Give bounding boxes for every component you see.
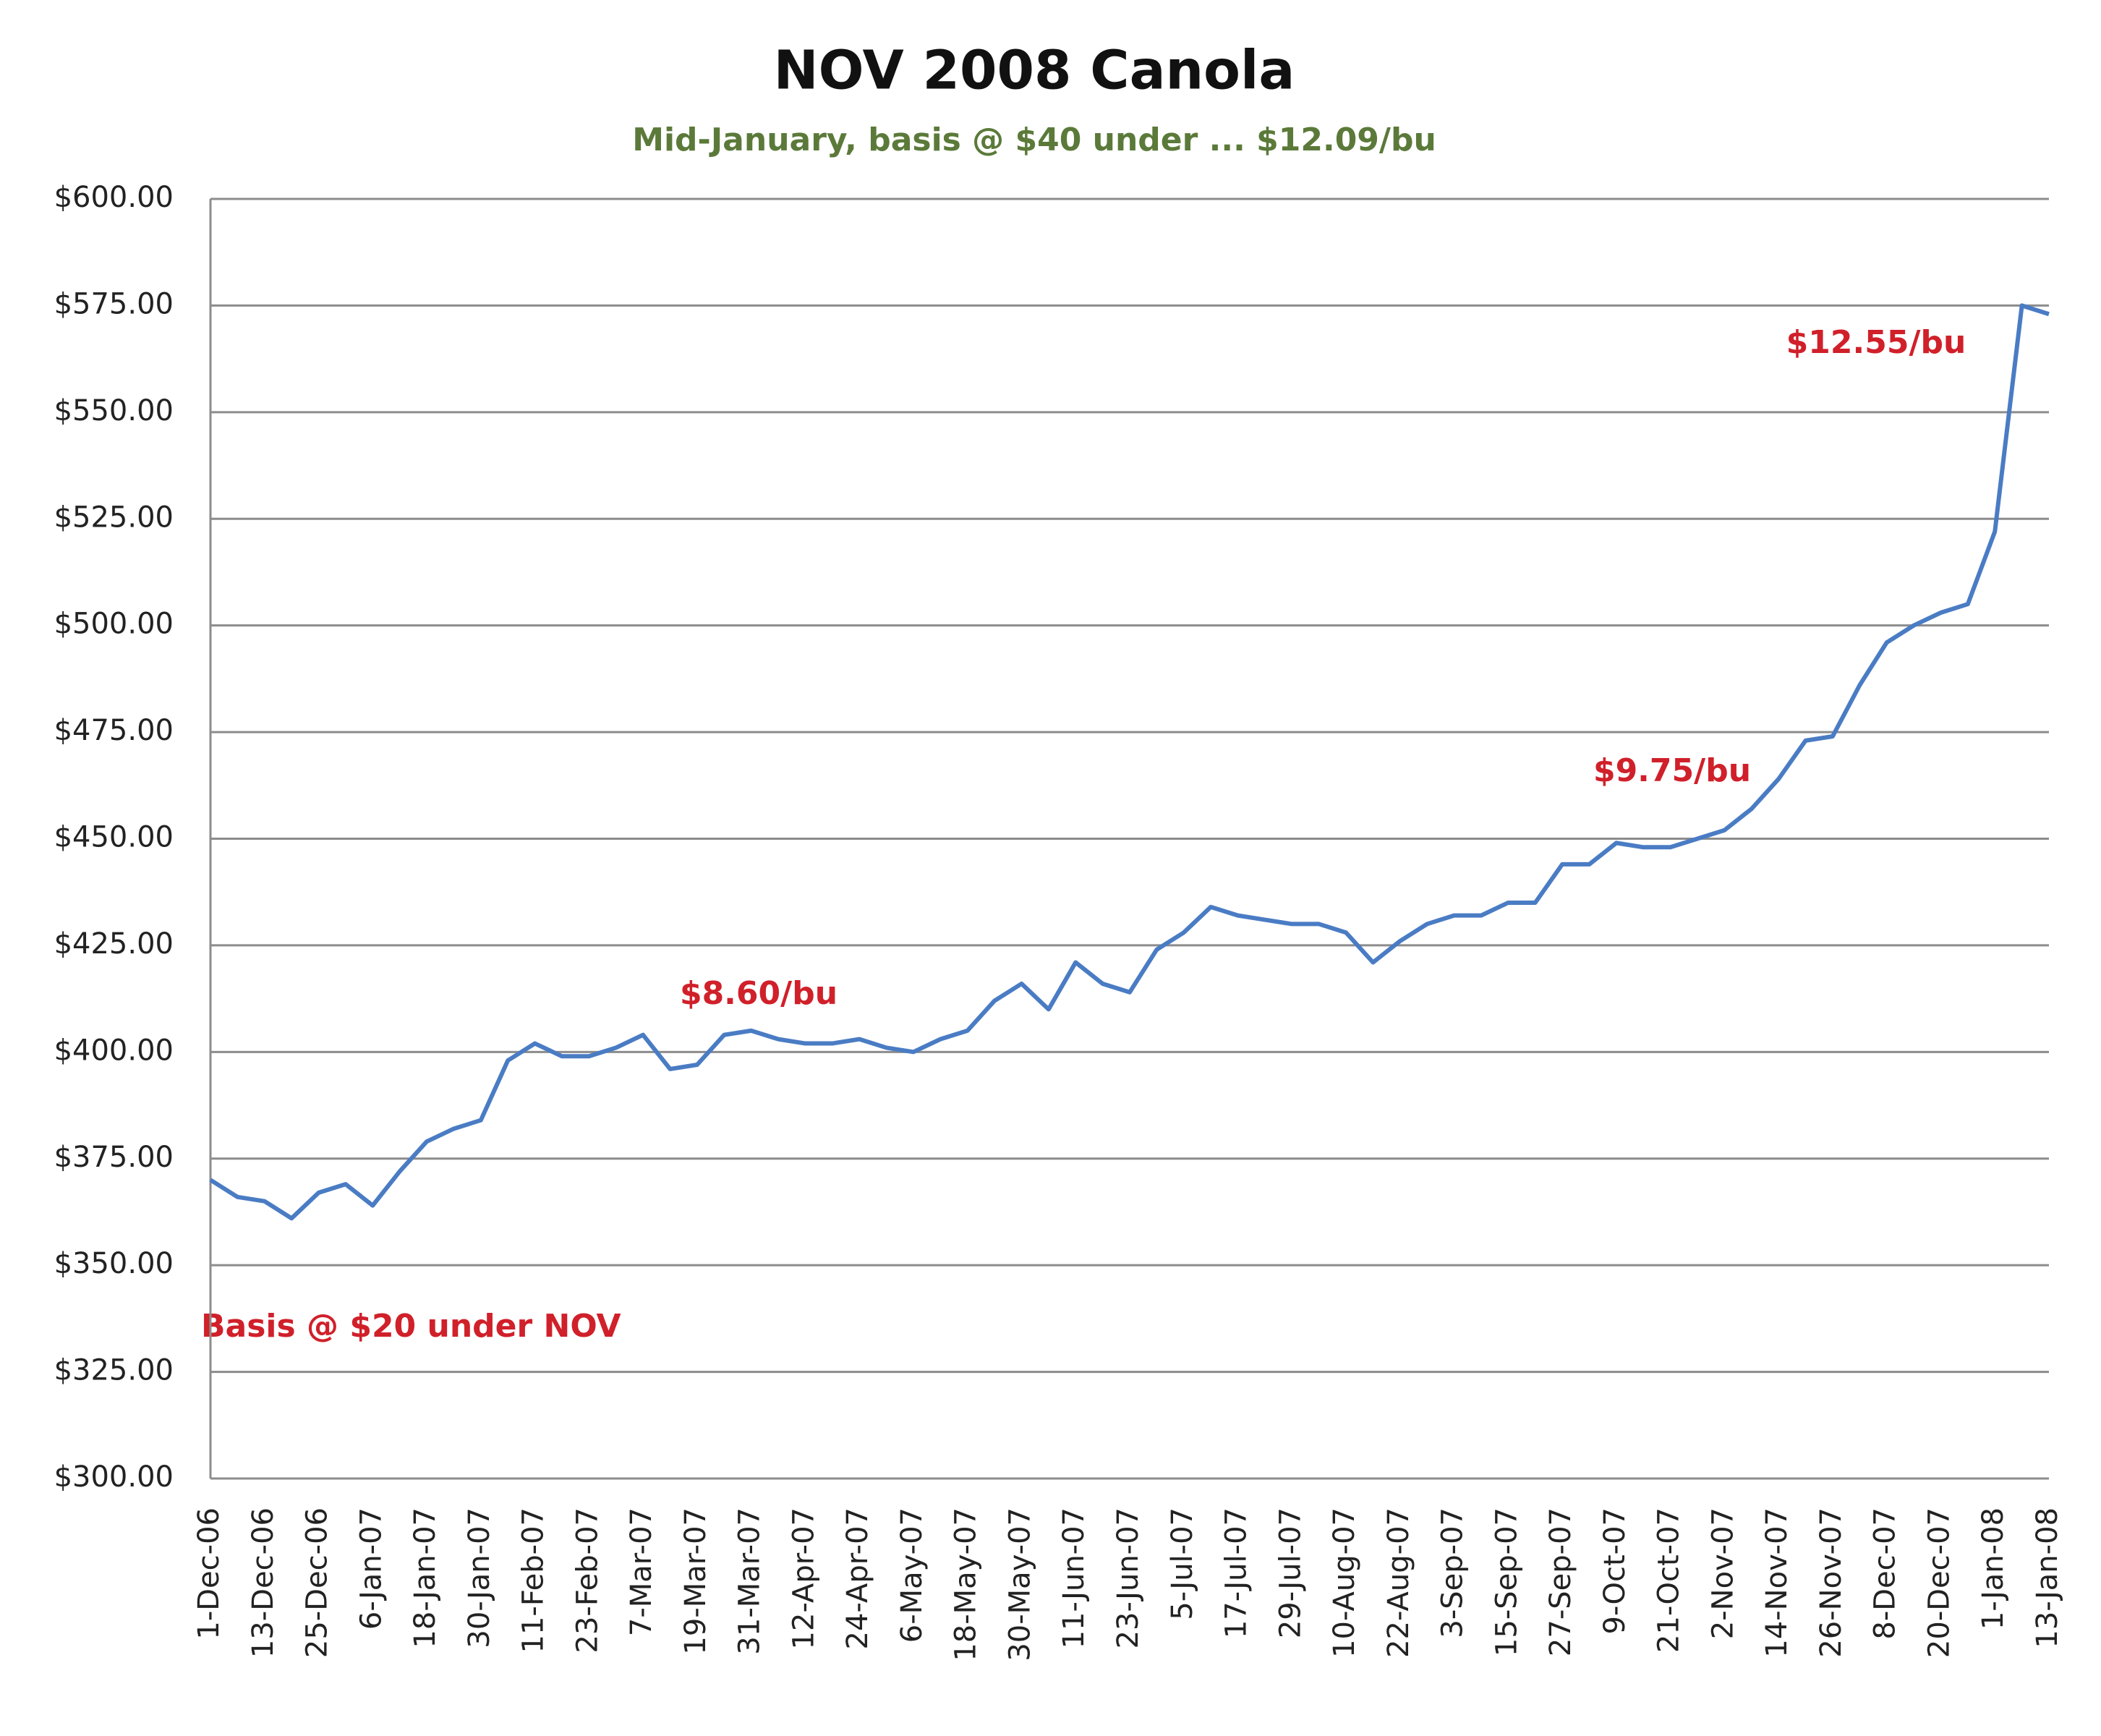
y-tick-label: $300.00 bbox=[54, 1460, 174, 1494]
x-tick-label: 25-Dec-06 bbox=[301, 1507, 334, 1658]
y-tick-label: $550.00 bbox=[54, 394, 174, 427]
chart-subtitle: Mid-January, basis @ $40 under ... $12.0… bbox=[632, 122, 1436, 158]
x-tick-label: 23-Feb-07 bbox=[571, 1507, 604, 1653]
x-tick-label: 7-Mar-07 bbox=[625, 1507, 658, 1636]
y-tick-label: $500.00 bbox=[54, 608, 174, 641]
annotation: $9.75/bu bbox=[1593, 752, 1751, 789]
x-tick-label: 1-Jan-08 bbox=[1977, 1507, 2010, 1630]
x-tick-label: 20-Dec-07 bbox=[1922, 1507, 1956, 1658]
x-tick-label: 23-Jun-07 bbox=[1112, 1507, 1145, 1648]
x-tick-label: 12-Apr-07 bbox=[787, 1507, 820, 1649]
x-tick-label: 10-Aug-07 bbox=[1328, 1507, 1361, 1658]
x-tick-label: 13-Jan-08 bbox=[2031, 1507, 2064, 1648]
x-tick-label: 18-Jan-07 bbox=[409, 1507, 442, 1648]
x-tick-label: 30-Jan-07 bbox=[463, 1507, 496, 1648]
y-tick-label: $425.00 bbox=[54, 927, 174, 961]
x-tick-label: 21-Oct-07 bbox=[1653, 1507, 1686, 1653]
y-tick-label: $525.00 bbox=[54, 501, 174, 534]
x-tick-label: 18-May-07 bbox=[950, 1507, 983, 1661]
annotation: $12.55/bu bbox=[1786, 324, 1966, 361]
data-line bbox=[209, 303, 2050, 1221]
x-tick-label: 30-May-07 bbox=[1003, 1507, 1036, 1661]
y-tick-label: $375.00 bbox=[54, 1141, 174, 1174]
x-tick-label: 6-Jan-07 bbox=[354, 1507, 388, 1630]
x-tick-label: 17-Jul-07 bbox=[1220, 1507, 1253, 1638]
annotation: $8.60/bu bbox=[680, 975, 838, 1012]
x-tick-label: 5-Jul-07 bbox=[1166, 1507, 1199, 1620]
x-tick-label: 8-Dec-07 bbox=[1869, 1507, 1902, 1640]
x-tick-label: 9-Oct-07 bbox=[1598, 1507, 1632, 1635]
x-tick-label: 31-Mar-07 bbox=[733, 1507, 767, 1655]
chart-title: NOV 2008 Canola bbox=[774, 40, 1295, 102]
x-tick-label: 11-Feb-07 bbox=[517, 1507, 550, 1653]
y-tick-label: $325.00 bbox=[54, 1354, 174, 1387]
x-tick-label: 26-Nov-07 bbox=[1815, 1507, 1848, 1658]
y-tick-label: $475.00 bbox=[54, 714, 174, 747]
x-tick-label: 2-Nov-07 bbox=[1706, 1507, 1739, 1639]
x-tick-label: 14-Nov-07 bbox=[1760, 1507, 1794, 1658]
x-tick-label: 29-Jul-07 bbox=[1274, 1507, 1307, 1638]
x-tick-label: 11-Jun-07 bbox=[1057, 1507, 1091, 1648]
x-tick-label: 27-Sep-07 bbox=[1544, 1507, 1577, 1656]
x-tick-label: 13-Dec-06 bbox=[247, 1507, 280, 1658]
x-tick-label: 15-Sep-07 bbox=[1490, 1507, 1523, 1656]
y-tick-label: $350.00 bbox=[54, 1247, 174, 1280]
x-tick-label: 22-Aug-07 bbox=[1382, 1507, 1415, 1658]
x-tick-label: 24-Apr-07 bbox=[841, 1507, 874, 1649]
x-tick-label: 19-Mar-07 bbox=[679, 1507, 712, 1655]
x-tick-label: 3-Sep-07 bbox=[1436, 1507, 1470, 1638]
y-tick-label: $575.00 bbox=[54, 287, 174, 320]
y-tick-label: $400.00 bbox=[54, 1034, 174, 1067]
x-tick-label: 6-May-07 bbox=[895, 1507, 929, 1643]
annotation: Basis @ $20 under NOV bbox=[201, 1308, 621, 1345]
y-tick-label: $600.00 bbox=[54, 181, 174, 214]
y-tick-label: $450.00 bbox=[54, 821, 174, 854]
x-tick-label: 1-Dec-06 bbox=[192, 1507, 226, 1640]
